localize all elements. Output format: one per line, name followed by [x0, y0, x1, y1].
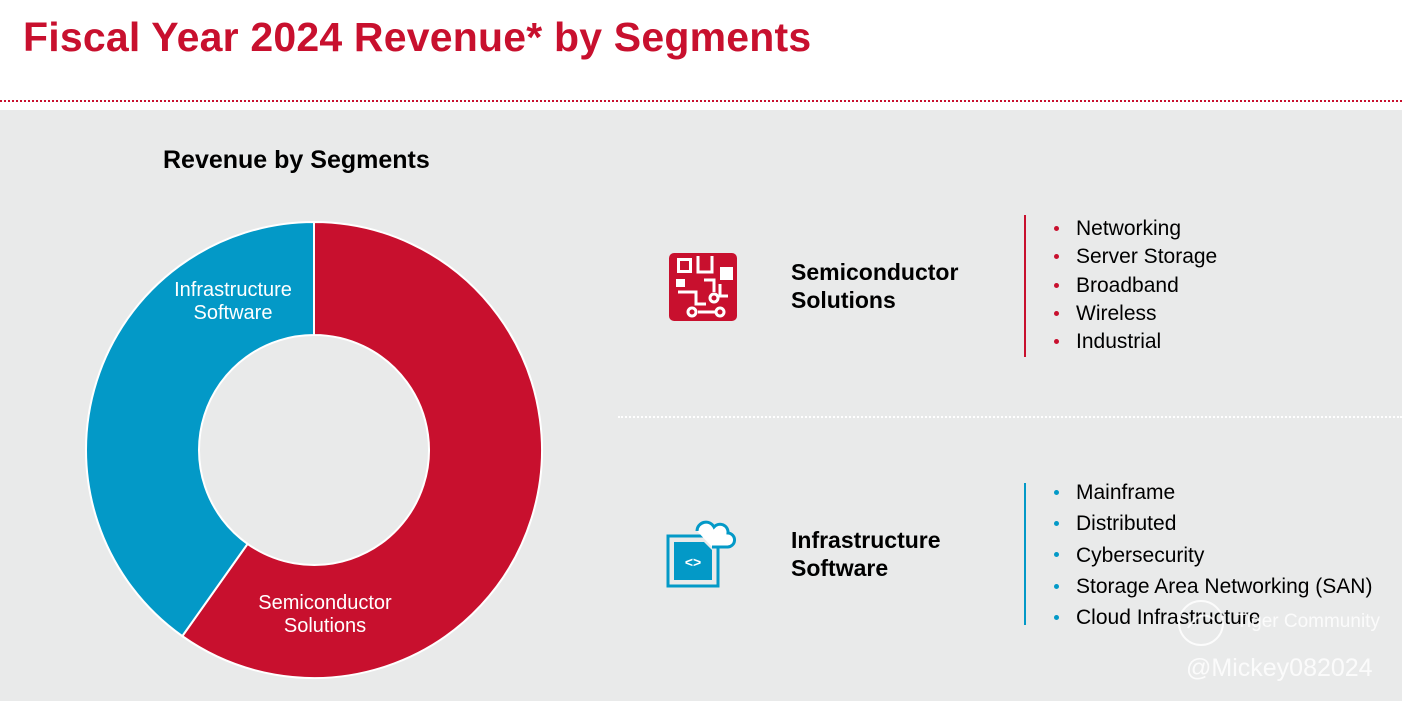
- list-item: Networking: [1054, 215, 1217, 243]
- list-item: Cloud Infrastructure: [1054, 602, 1372, 633]
- circuit-board-icon: [669, 253, 737, 321]
- list-item: Broadband: [1054, 272, 1217, 300]
- list-item: Cybersecurity: [1054, 540, 1372, 571]
- list-item: Mainframe: [1054, 477, 1372, 508]
- tiger-logo-icon: [1178, 600, 1224, 646]
- segment-divider-semiconductor: [1024, 215, 1026, 357]
- bullet-icon: [1054, 282, 1059, 288]
- bullet-icon: [1054, 311, 1059, 317]
- bullet-icon: [1054, 583, 1059, 589]
- list-item: Storage Area Networking (SAN): [1054, 571, 1372, 602]
- donut-slice-infrastructure-software: [85, 220, 315, 638]
- slice-label-infrastructure-software: Infrastructure Software: [174, 279, 292, 324]
- slice-label-semiconductor-solutions: Semiconductor Solutions: [258, 592, 392, 637]
- section-divider: [618, 416, 1402, 418]
- semiconductor-items-list: Networking Server Storage Broadband Wire…: [1054, 215, 1217, 356]
- svg-text:<>: <>: [685, 554, 701, 570]
- page-title: Fiscal Year 2024 Revenue* by Segments: [23, 14, 812, 60]
- segment-name-infrastructure: Infrastructure Software: [791, 527, 941, 581]
- bullet-icon: [1054, 489, 1059, 495]
- bullet-icon: [1054, 254, 1059, 260]
- segment-divider-infrastructure: [1024, 483, 1026, 625]
- watermark-handle: @Mickey082024: [1186, 654, 1373, 682]
- header: Fiscal Year 2024 Revenue* by Segments: [0, 0, 1402, 103]
- list-item: Industrial: [1054, 328, 1217, 356]
- infrastructure-items-list: Mainframe Distributed Cybersecurity Stor…: [1054, 477, 1372, 633]
- list-item: Distributed: [1054, 508, 1372, 539]
- donut-slice-semiconductor-solutions: [180, 220, 543, 679]
- bullet-icon: [1054, 520, 1059, 526]
- cloud-code-icon: <>: [666, 520, 736, 588]
- bullet-icon: [1054, 226, 1059, 232]
- header-divider: [0, 100, 1402, 102]
- bullet-icon: [1054, 339, 1059, 345]
- bullet-icon: [1054, 552, 1059, 558]
- list-item: Wireless: [1054, 300, 1217, 328]
- segment-name-semiconductor: Semiconductor Solutions: [791, 259, 959, 313]
- list-item: Server Storage: [1054, 243, 1217, 271]
- watermark-community: Tiger Community: [1236, 611, 1380, 632]
- chart-title: Revenue by Segments: [163, 146, 430, 174]
- bullet-icon: [1054, 614, 1059, 620]
